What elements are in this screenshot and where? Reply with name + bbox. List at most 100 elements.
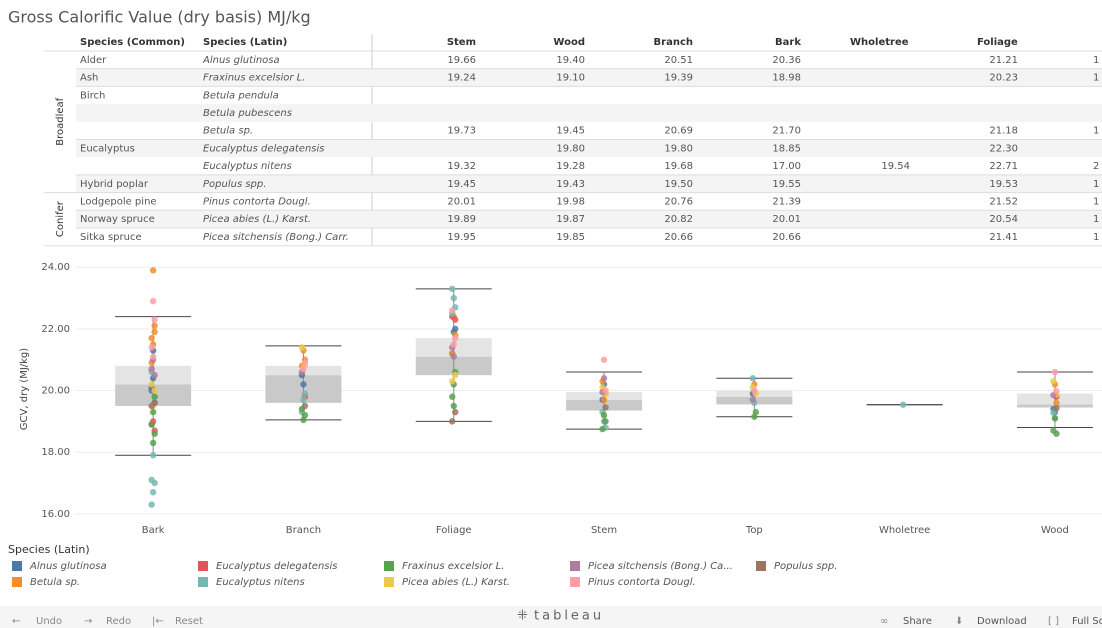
x-tick-label: Stem <box>591 525 617 536</box>
table-cell: 19.45 <box>556 126 585 137</box>
download-icon: ⬇ <box>955 616 963 627</box>
legend-label: Eucalyptus nitens <box>216 577 305 588</box>
latin-name: Pinus contorta Dougl. <box>203 196 311 207</box>
fullscreen-button[interactable]: Full Sc <box>1072 616 1102 627</box>
point <box>149 408 157 416</box>
table-cell: 19.98 <box>556 196 585 207</box>
point <box>452 325 459 333</box>
legend-swatch <box>384 577 394 587</box>
table-cell: 20.82 <box>664 214 693 225</box>
download-button[interactable]: Download <box>977 616 1027 627</box>
table-cell: 1 <box>1093 55 1099 66</box>
table-cell: 21.21 <box>989 55 1018 66</box>
table-cell: 19.45 <box>447 179 476 190</box>
point <box>452 371 459 379</box>
legend-label: Alnus glutinosa <box>29 561 107 572</box>
y-tick-label: 16.00 <box>41 509 70 520</box>
table-cell: 21.39 <box>772 196 801 207</box>
redo-icon: → <box>84 616 92 627</box>
legend-label: Picea abies (L.) Karst. <box>402 577 510 588</box>
table-cell: 1 <box>1093 73 1099 84</box>
undo-button[interactable]: Undo <box>36 616 62 627</box>
point <box>602 404 609 411</box>
table-cell: 21.18 <box>989 126 1018 137</box>
table-cell: 19.87 <box>556 214 585 225</box>
redo-button[interactable]: Redo <box>106 616 131 627</box>
x-tick-label: Wood <box>1041 525 1069 536</box>
table-cell: 19.40 <box>556 55 585 66</box>
y-axis-label: GCV, dry (MJ/kg) <box>19 348 30 430</box>
legend-swatch <box>756 561 766 571</box>
table-cell: 19.89 <box>447 214 476 225</box>
table-cell: 19.28 <box>556 161 585 172</box>
point <box>600 396 608 403</box>
common-name: Eucalyptus <box>80 143 135 154</box>
point <box>301 359 309 366</box>
latin-name: Eucalyptus nitens <box>203 161 292 172</box>
point <box>600 375 608 382</box>
row-band <box>76 104 1102 122</box>
y-tick-label: 18.00 <box>41 447 70 458</box>
point <box>148 402 155 410</box>
table-cell: 19.80 <box>556 143 585 154</box>
point <box>1050 427 1057 434</box>
latin-name: Betula pendula <box>203 90 279 101</box>
legend-label: Fraxinus excelsior L. <box>402 561 504 572</box>
point <box>599 425 606 433</box>
point <box>449 307 456 314</box>
point <box>151 371 158 379</box>
point <box>449 393 456 400</box>
legend-swatch <box>570 561 580 571</box>
point <box>148 334 155 342</box>
point <box>151 393 158 400</box>
point <box>301 390 309 397</box>
point <box>151 430 158 437</box>
point <box>151 387 158 394</box>
reset-button[interactable]: Reset <box>175 616 203 627</box>
point <box>300 396 307 403</box>
common-name: Lodgepole pine <box>80 196 157 207</box>
fullscreen-icon: [ ] <box>1048 616 1059 627</box>
table-cell: 20.36 <box>772 55 801 66</box>
table-cell: 20.23 <box>989 73 1018 84</box>
table-cell: 1 <box>1093 179 1099 190</box>
point <box>450 402 457 410</box>
table-cell: 1 <box>1093 214 1099 225</box>
logo: tableau <box>534 609 604 624</box>
point <box>1051 415 1059 422</box>
table-cell: 20.54 <box>989 214 1018 225</box>
table-cell: 19.53 <box>989 179 1018 190</box>
point <box>450 294 457 302</box>
table-cell: 21.52 <box>989 196 1018 207</box>
share-button[interactable]: Share <box>903 616 932 627</box>
table-cell: 19.73 <box>447 126 476 137</box>
point <box>148 476 155 484</box>
legend-swatch <box>570 577 580 587</box>
row-band <box>76 68 1102 87</box>
x-tick-label: Bark <box>142 525 165 536</box>
legend-swatch <box>12 561 22 571</box>
column-header: Foliage <box>977 37 1018 48</box>
point <box>602 387 609 394</box>
table-cell: 19.85 <box>556 232 585 243</box>
point <box>149 297 157 305</box>
point <box>301 402 309 410</box>
table-cell: 18.98 <box>772 73 801 84</box>
table-cell: 21.41 <box>989 232 1018 243</box>
point <box>148 421 155 428</box>
point <box>1051 368 1059 376</box>
table-cell: 19.66 <box>447 55 476 66</box>
common-name: Ash <box>80 73 98 84</box>
point <box>752 408 760 416</box>
point <box>1053 404 1060 412</box>
legend-title: Species (Latin) <box>8 543 90 556</box>
legend-swatch <box>384 561 394 571</box>
table-cell: 19.32 <box>447 161 476 172</box>
reset-icon: |← <box>152 616 164 627</box>
legend-label: Picea sitchensis (Bong.) Ca... <box>588 561 733 572</box>
latin-name: Alnus glutinosa <box>202 55 280 66</box>
point <box>749 396 757 403</box>
common-name: Birch <box>80 90 105 101</box>
point <box>452 334 459 342</box>
